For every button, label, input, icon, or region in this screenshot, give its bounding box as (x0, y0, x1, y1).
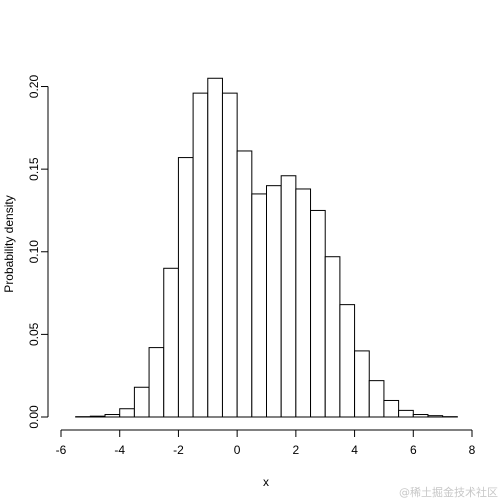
x-tick-label: -2 (173, 443, 184, 457)
histogram-bar-23 (412, 414, 429, 418)
x-tick-label: -4 (114, 443, 125, 457)
x-tick-label: -6 (56, 443, 67, 457)
y-tick-label: 0.05 (27, 322, 41, 346)
y-tick-label: 0.20 (27, 75, 41, 99)
x-tick-label: 2 (293, 443, 300, 457)
y-tick-label: 0.10 (27, 240, 41, 264)
x-axis-label: x (263, 475, 269, 489)
histogram-bar-17 (324, 256, 341, 418)
histogram-bars (75, 77, 458, 418)
y-tick-label: 0.00 (27, 405, 41, 429)
x-tick-label: 4 (351, 443, 358, 457)
histogram-bar-20 (368, 380, 385, 418)
histogram-bar-6 (163, 267, 179, 418)
y-axis: 0.00 0.05 0.10 0.15 0.20 (27, 75, 49, 429)
histogram-bar-9 (207, 77, 223, 418)
histogram-bar-13 (266, 185, 282, 418)
x-tick-label: 8 (469, 443, 476, 457)
histogram-bar-2 (104, 414, 121, 418)
histogram-bar-7 (177, 157, 194, 418)
histogram-bar-11 (236, 150, 253, 418)
watermark: @稀土掘金技术社区 (399, 486, 498, 499)
histogram-bar-16 (310, 209, 326, 418)
histogram-bar-1 (89, 415, 106, 418)
histogram-bar-19 (354, 350, 370, 418)
histogram-bar-24 (427, 415, 444, 418)
histogram-bar-12 (251, 193, 267, 418)
histogram-bar-10 (221, 92, 238, 418)
histogram-bar-21 (383, 399, 400, 418)
histogram-bar-8 (192, 92, 209, 418)
y-axis-label: Probability density (2, 195, 16, 292)
histogram-bar-5 (148, 347, 165, 418)
histogram-bar-3 (119, 408, 135, 418)
histogram-bar-15 (295, 188, 312, 418)
histogram-bar-18 (339, 304, 356, 418)
y-tick-label: 0.15 (27, 157, 41, 181)
histogram-bar-22 (398, 409, 414, 418)
x-axis: -6 -4 -2 0 2 4 6 8 (56, 429, 476, 457)
x-tick-label: 6 (410, 443, 417, 457)
histogram-bar-14 (280, 175, 297, 418)
x-tick-label: 0 (234, 443, 241, 457)
histogram-bar-4 (133, 386, 150, 418)
